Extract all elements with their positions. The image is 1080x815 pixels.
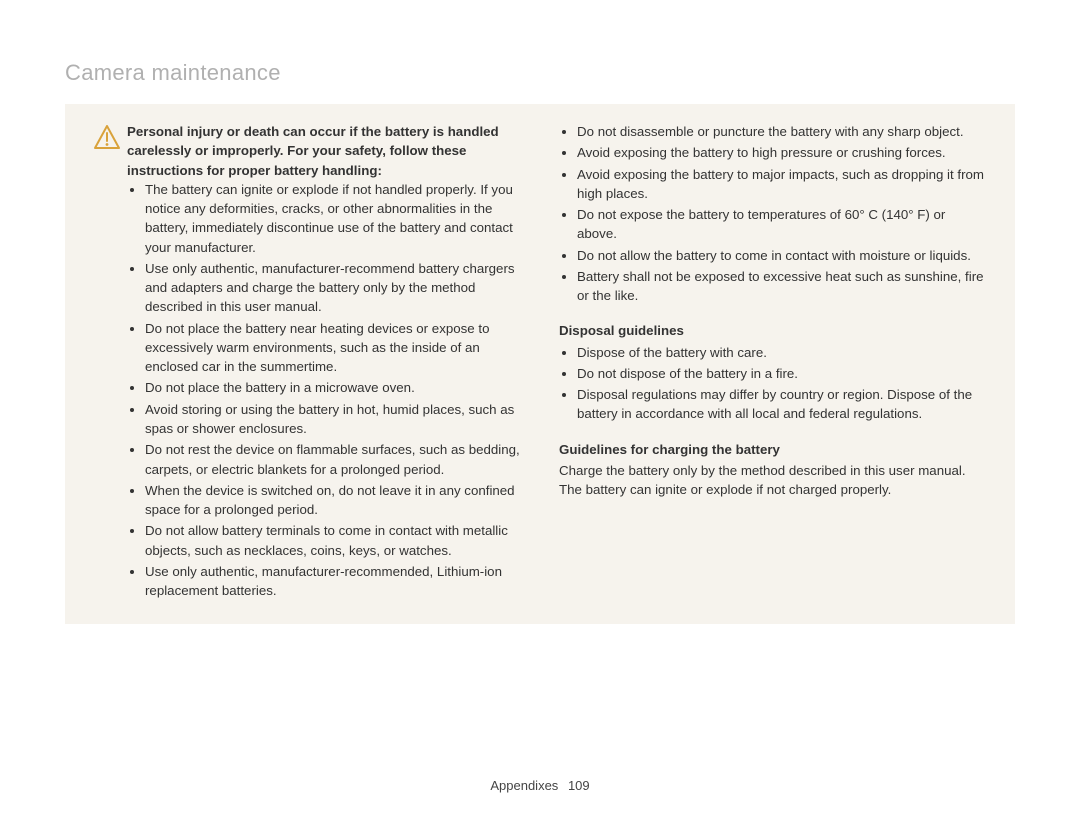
list-item: The battery can ignite or explode if not… — [145, 180, 521, 257]
content-panel: Personal injury or death can occur if th… — [65, 104, 1015, 624]
warning-lead-text: Personal injury or death can occur if th… — [127, 124, 499, 178]
list-item: Do not allow battery terminals to come i… — [145, 521, 521, 560]
list-item: Do not expose the battery to temperature… — [577, 205, 987, 244]
warning-block: Personal injury or death can occur if th… — [93, 122, 521, 180]
list-item: Do not dispose of the battery in a fire. — [577, 364, 987, 383]
disposal-heading: Disposal guidelines — [559, 321, 987, 340]
list-item: Avoid storing or using the battery in ho… — [145, 400, 521, 439]
list-item: Do not allow the battery to come in cont… — [577, 246, 987, 265]
footer-section: Appendixes — [490, 778, 558, 793]
list-item: Dispose of the battery with care. — [577, 343, 987, 362]
charging-heading: Guidelines for charging the battery — [559, 440, 987, 459]
column-right: Do not disassemble or puncture the batte… — [559, 122, 987, 602]
list-item: Avoid exposing the battery to major impa… — [577, 165, 987, 204]
left-bullet-list: The battery can ignite or explode if not… — [127, 180, 521, 601]
page-title: Camera maintenance — [65, 60, 1015, 86]
list-item: Use only authentic, manufacturer-recomme… — [145, 562, 521, 601]
list-item: Use only authentic, manufacturer-recomme… — [145, 259, 521, 317]
warning-triangle-icon — [93, 124, 127, 155]
list-item: Do not place the battery in a microwave … — [145, 378, 521, 397]
column-left: Personal injury or death can occur if th… — [93, 122, 521, 602]
manual-page: Camera maintenance Personal injury or de… — [0, 0, 1080, 815]
list-item: Do not place the battery near heating de… — [145, 319, 521, 377]
disposal-bullet-list: Dispose of the battery with care. Do not… — [559, 343, 987, 424]
right-top-bullet-list: Do not disassemble or puncture the batte… — [559, 122, 987, 305]
page-footer: Appendixes 109 — [0, 778, 1080, 793]
list-item: Disposal regulations may differ by count… — [577, 385, 987, 424]
list-item: Do not disassemble or puncture the batte… — [577, 122, 987, 141]
list-item: When the device is switched on, do not l… — [145, 481, 521, 520]
charging-body: Charge the battery only by the method de… — [559, 461, 987, 500]
list-item: Do not rest the device on flammable surf… — [145, 440, 521, 479]
list-item: Battery shall not be exposed to excessiv… — [577, 267, 987, 306]
footer-page-number: 109 — [568, 778, 590, 793]
list-item: Avoid exposing the battery to high press… — [577, 143, 987, 162]
